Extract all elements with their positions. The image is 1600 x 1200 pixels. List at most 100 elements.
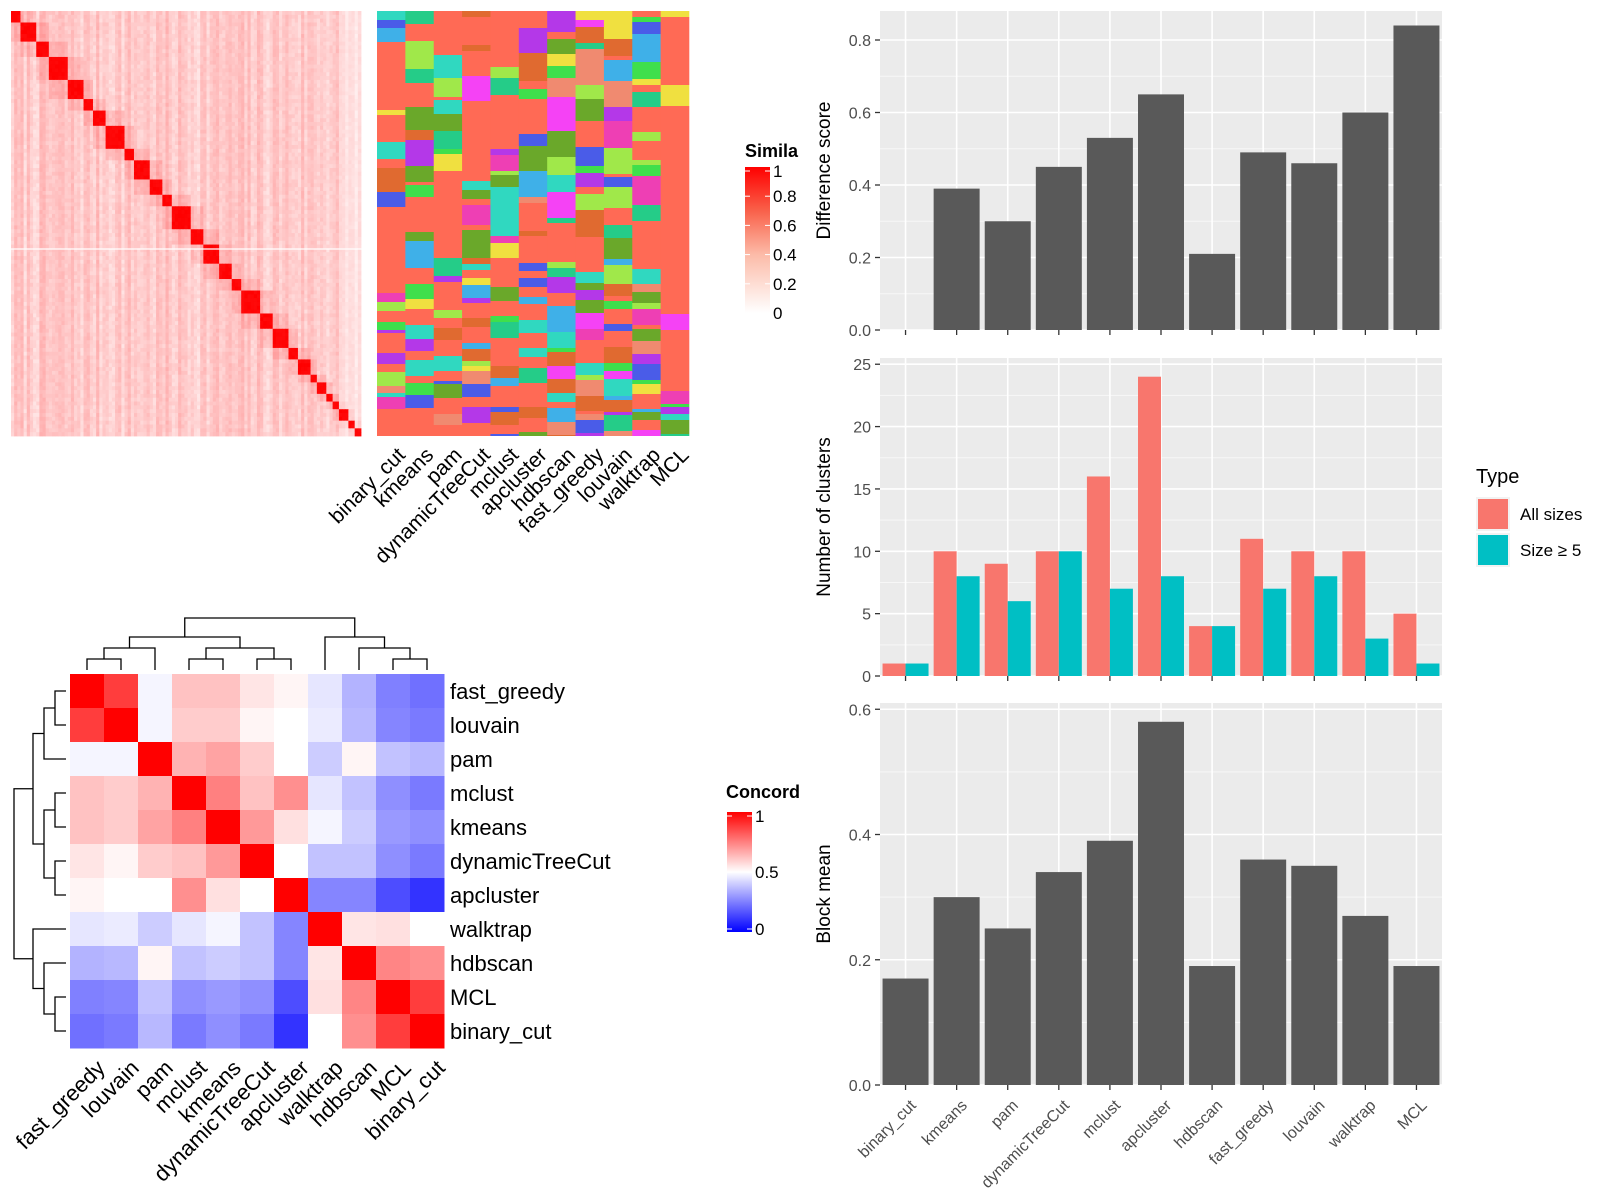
similarity-cell: [297, 18, 302, 23]
similarity-cell: [275, 156, 280, 161]
similarity-cell: [253, 141, 258, 146]
similarity-cell: [61, 64, 65, 69]
similarity-cell: [338, 26, 343, 31]
similarity-cell: [23, 118, 28, 123]
similarity-cell: [77, 145, 81, 150]
similarity-cell: [165, 14, 170, 20]
similarity-cell: [133, 72, 138, 77]
similarity-cell: [115, 91, 119, 96]
similarity-cell: [345, 14, 349, 20]
similarity-cell: [39, 45, 43, 50]
similarity-cell: [238, 41, 242, 46]
similarity-cell: [288, 167, 293, 173]
similarity-cell: [102, 114, 106, 119]
similarity-cell: [124, 14, 129, 20]
similarity-cell: [342, 26, 346, 31]
similarity-cell: [137, 164, 141, 169]
similarity-cell: [238, 179, 242, 184]
similarity-cell: [335, 83, 340, 88]
similarity-cell: [174, 87, 179, 92]
similarity-cell: [137, 56, 141, 62]
similarity-cell: [20, 33, 25, 39]
similarity-cell: [89, 110, 94, 115]
similarity-cell: [304, 91, 308, 96]
similarity-cell: [39, 68, 43, 73]
similarity-cell: [11, 183, 15, 188]
similarity-cell: [320, 95, 324, 100]
similarity-cell: [206, 114, 211, 119]
similarity-cell: [203, 167, 207, 173]
similarity-cell: [348, 95, 352, 100]
similarity-cell: [342, 76, 346, 81]
similarity-cell: [14, 102, 18, 108]
similarity-cell: [26, 175, 31, 180]
similarity-cell: [33, 175, 37, 180]
similarity-cell: [165, 102, 170, 108]
similarity-cell: [329, 22, 334, 27]
similarity-cell: [48, 137, 53, 142]
similarity-cell: [64, 33, 69, 39]
similarity-cell: [77, 114, 81, 119]
similarity-cell: [108, 45, 113, 50]
similarity-cell: [105, 72, 110, 77]
similarity-cell: [115, 30, 119, 35]
similarity-cell: [253, 64, 258, 69]
similarity-cell: [266, 18, 270, 23]
similarity-cell: [279, 141, 283, 146]
similarity-cell: [197, 95, 201, 100]
similarity-cell: [115, 137, 119, 142]
similarity-cell: [279, 99, 283, 104]
similarity-cell: [162, 30, 166, 35]
similarity-cell: [301, 145, 305, 150]
similarity-cell: [326, 106, 330, 111]
similarity-cell: [14, 91, 18, 96]
similarity-cell: [133, 137, 138, 142]
similarity-cell: [137, 110, 141, 115]
similarity-cell: [137, 33, 141, 39]
similarity-cell: [200, 106, 204, 111]
similarity-cell: [121, 145, 125, 150]
similarity-cell: [260, 152, 264, 157]
similarity-cell: [58, 76, 62, 81]
similarity-cell: [285, 60, 289, 65]
similarity-cell: [64, 18, 69, 23]
similarity-cell: [26, 133, 31, 138]
similarity-cell: [42, 79, 47, 85]
similarity-cell: [301, 125, 305, 131]
similarity-cell: [127, 11, 132, 16]
similarity-cell: [275, 148, 280, 154]
similarity-cell: [260, 45, 264, 50]
similarity-cell: [354, 91, 359, 96]
similarity-cell: [203, 106, 207, 111]
similarity-cell: [342, 14, 346, 20]
similarity-cell: [294, 49, 299, 54]
similarity-cell: [269, 60, 274, 65]
similarity-cell: [64, 171, 69, 177]
similarity-cell: [187, 152, 192, 157]
similarity-cell: [345, 145, 349, 150]
similarity-cell: [115, 83, 119, 88]
similarity-cell: [165, 91, 170, 96]
similarity-cell: [190, 175, 195, 180]
similarity-cell: [190, 22, 195, 27]
similarity-cell: [51, 167, 56, 173]
similarity-cell: [118, 122, 122, 127]
similarity-cell: [58, 106, 62, 111]
similarity-cell: [70, 152, 75, 157]
similarity-cell: [143, 30, 147, 35]
similarity-cell: [335, 118, 340, 123]
similarity-cell: [215, 160, 220, 165]
similarity-cell: [316, 22, 321, 27]
similarity-cell: [159, 156, 163, 161]
similarity-cell: [48, 152, 53, 157]
similarity-cell: [137, 76, 141, 81]
similarity-cell: [127, 79, 132, 85]
similarity-cell: [149, 79, 154, 85]
similarity-cell: [178, 118, 182, 123]
similarity-cell: [146, 122, 151, 127]
similarity-cell: [86, 156, 91, 161]
similarity-cell: [354, 133, 359, 138]
similarity-cell: [279, 76, 283, 81]
similarity-cell: [36, 102, 40, 108]
similarity-cell: [282, 106, 286, 111]
